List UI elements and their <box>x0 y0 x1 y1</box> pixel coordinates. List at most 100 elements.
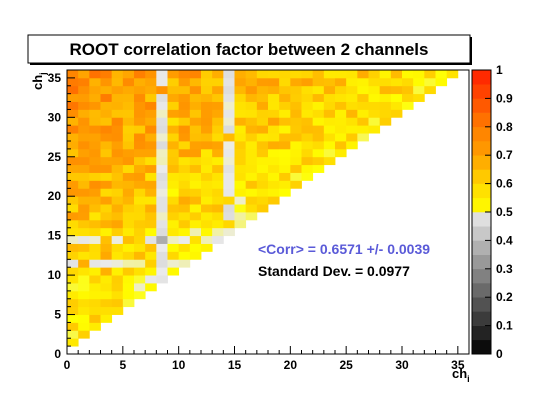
heatmap-cell <box>223 156 235 166</box>
heatmap-cell <box>212 141 224 150</box>
heatmap-cell <box>122 243 135 252</box>
heatmap-cell <box>189 117 202 126</box>
heatmap-cell <box>290 93 302 102</box>
heatmap-cell <box>89 219 101 229</box>
heatmap-cell <box>122 259 135 268</box>
heatmap-cell <box>223 204 235 213</box>
heatmap-cell <box>167 93 180 102</box>
heatmap-cell <box>78 322 90 331</box>
heatmap-cell <box>256 188 269 197</box>
color-bar-bin <box>472 311 491 326</box>
heatmap-cell <box>212 148 224 158</box>
heatmap-cell <box>312 77 325 87</box>
y-tick-label: 10 <box>48 268 62 282</box>
heatmap-cell <box>379 77 392 87</box>
heatmap-cell <box>156 251 168 260</box>
heatmap-cell <box>189 156 202 166</box>
heatmap-cell <box>78 148 90 158</box>
heatmap-cell <box>167 180 180 189</box>
heatmap-cell <box>212 117 224 126</box>
heatmap-cell <box>134 125 146 134</box>
heatmap-cell <box>145 212 157 221</box>
x-tick-label: 5 <box>119 358 126 372</box>
heatmap-cell <box>145 141 157 150</box>
heatmap-cell <box>145 283 157 292</box>
heatmap-cell <box>178 70 191 79</box>
heatmap-cell <box>67 85 79 95</box>
heatmap-cell <box>122 180 135 189</box>
heatmap-cell <box>189 251 202 260</box>
x-tick-label: 20 <box>284 358 298 372</box>
heatmap-cell <box>167 77 180 87</box>
heatmap-cell <box>67 180 79 189</box>
heatmap-cell <box>178 204 191 213</box>
heatmap-cell <box>122 125 135 134</box>
heatmap-cell <box>256 125 269 134</box>
heatmap-cell <box>268 117 280 126</box>
heatmap-cell <box>145 172 157 181</box>
heatmap-cell <box>368 117 381 126</box>
heatmap-cell <box>268 101 280 110</box>
heatmap-cell <box>78 314 90 323</box>
heatmap-cell <box>78 93 90 102</box>
heatmap-cell <box>424 85 436 95</box>
heatmap-cell <box>89 101 101 110</box>
heatmap-cell <box>78 267 90 276</box>
heatmap-cell <box>189 70 202 79</box>
heatmap-cell <box>122 204 135 213</box>
heatmap-cell <box>122 251 135 260</box>
heatmap-cell <box>78 180 90 189</box>
color-bar-label: 0 <box>496 347 503 361</box>
heatmap-cell <box>122 275 135 284</box>
heatmap-cell <box>178 93 191 102</box>
heatmap-cell <box>189 172 202 181</box>
color-bar-label: 0.7 <box>496 148 513 162</box>
heatmap-cell <box>78 235 90 244</box>
heatmap-cell <box>268 196 280 205</box>
heatmap-cell <box>335 117 347 126</box>
heatmap-cell <box>256 204 269 213</box>
heatmap-cell <box>301 109 314 118</box>
heatmap-cell <box>89 212 101 221</box>
heatmap-cell <box>301 164 314 173</box>
heatmap-cell <box>335 101 347 110</box>
heatmap-cell <box>67 141 79 150</box>
chart-title: ROOT correlation factor between 2 channe… <box>70 40 429 59</box>
heatmap-cell <box>379 85 392 95</box>
heatmap-cell <box>346 141 358 150</box>
heatmap-cell <box>301 133 314 142</box>
color-bar-label: 0.2 <box>496 290 513 304</box>
heatmap-cell <box>100 180 113 189</box>
heatmap-cell <box>89 298 101 308</box>
heatmap-cell <box>111 85 124 95</box>
y-tick-label: 20 <box>48 189 62 203</box>
color-bar-bin <box>472 283 491 298</box>
heatmap-cell <box>234 109 247 118</box>
heatmap-cell <box>201 141 213 150</box>
heatmap-cell <box>122 235 135 244</box>
heatmap-cell <box>223 196 235 205</box>
heatmap-cell <box>413 70 425 79</box>
heatmap-cell <box>100 212 113 221</box>
heatmap-cell <box>357 70 369 79</box>
y-tick-label: 30 <box>48 110 62 124</box>
heatmap-cell <box>245 164 258 173</box>
heatmap-cell <box>78 141 90 150</box>
heatmap-cell <box>111 156 124 166</box>
heatmap-cell <box>111 188 124 197</box>
heatmap-cell <box>89 125 101 134</box>
heatmap-cell <box>67 93 79 102</box>
heatmap-cell <box>201 148 213 158</box>
heatmap-cell <box>189 188 202 197</box>
heatmap-cell <box>256 117 269 126</box>
heatmap-cell <box>268 93 280 102</box>
heatmap-cell <box>134 219 146 229</box>
heatmap-cell <box>100 235 113 244</box>
heatmap-cell <box>245 204 258 213</box>
heatmap-cell <box>67 156 79 166</box>
color-bar-bin <box>472 226 491 241</box>
heatmap-cell <box>111 148 124 158</box>
heatmap-cell <box>67 204 79 213</box>
y-axis-label-sub: j <box>38 72 48 76</box>
heatmap-cell <box>201 133 213 142</box>
